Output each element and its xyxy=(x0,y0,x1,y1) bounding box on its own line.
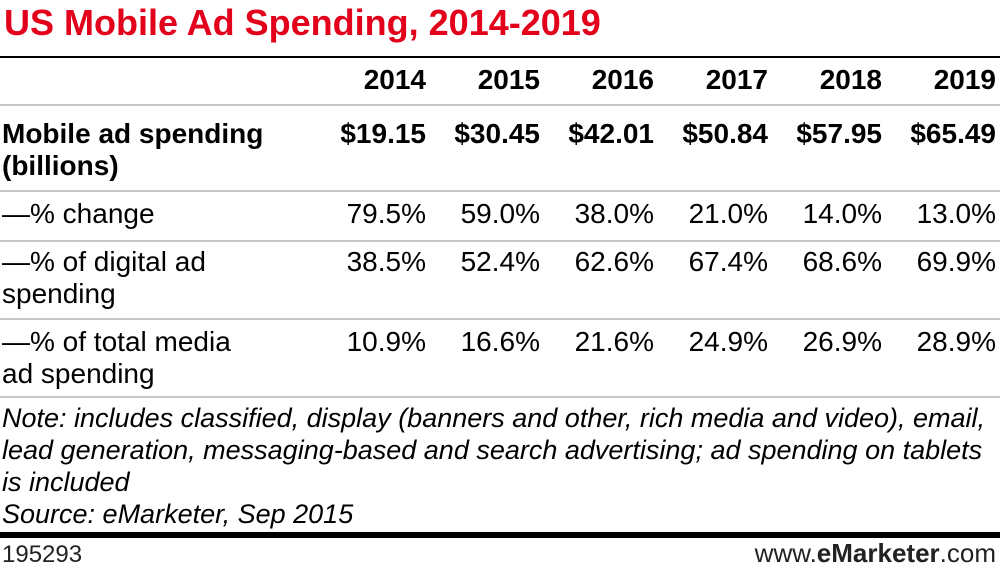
table-source: Source: eMarketer, Sep 2015 xyxy=(2,499,354,529)
data-cell: 14.0% xyxy=(802,198,882,229)
site-prefix: www. xyxy=(754,538,817,568)
data-cell: 38.0% xyxy=(574,198,654,229)
column-header-0: 2014 xyxy=(363,64,426,95)
top-rule xyxy=(0,56,1000,58)
table-row: —% of total media ad spending 10.9% 16.6% 2… xyxy=(0,326,1000,396)
column-header-3: 2017 xyxy=(705,64,768,95)
data-cell: 38.5% xyxy=(346,246,426,277)
header-divider xyxy=(0,104,1000,106)
row-label: —% change xyxy=(2,198,155,229)
row-divider xyxy=(0,318,1000,320)
data-cell: 24.9% xyxy=(688,326,768,357)
chart-id: 195293 xyxy=(2,541,83,568)
data-cell: $19.15 xyxy=(340,118,426,149)
row-label: —% of total media ad spending xyxy=(2,326,231,389)
data-cell: $65.49 xyxy=(910,118,996,149)
data-cell: 26.9% xyxy=(802,326,882,357)
chart-title: US Mobile Ad Spending, 2014-2019 xyxy=(4,2,601,43)
column-header-4: 2018 xyxy=(819,64,882,95)
data-cell: 68.6% xyxy=(802,246,882,277)
data-cell: 59.0% xyxy=(460,198,540,229)
data-cell: 28.9% xyxy=(916,326,996,357)
column-header-1: 2015 xyxy=(477,64,540,95)
table-row: —% change 79.5% 59.0% 38.0% 21.0% 14.0% 13.0% xyxy=(0,198,1000,238)
table-row: Mobile ad spending (billions) $19.15 $30.4… xyxy=(0,118,1000,188)
table-bottom-divider xyxy=(0,396,1000,398)
site-suffix: .com xyxy=(939,538,996,568)
table-header: 2014 2015 2016 2017 2018 2019 xyxy=(0,58,1000,102)
data-cell: 62.6% xyxy=(574,246,654,277)
data-cell: $30.45 xyxy=(454,118,540,149)
data-cell: 10.9% xyxy=(346,326,426,357)
column-header-5: 2019 xyxy=(933,64,996,95)
data-cell: 21.6% xyxy=(574,326,654,357)
footer-rule xyxy=(0,532,1000,538)
data-cell: $50.84 xyxy=(682,118,768,149)
row-divider xyxy=(0,240,1000,242)
data-cell: $42.01 xyxy=(568,118,654,149)
table-row: —% of digital ad spending 38.5% 52.4% 62.6%… xyxy=(0,246,1000,316)
data-cell: 79.5% xyxy=(346,198,426,229)
table-note: Note: includes classified, display (bann… xyxy=(2,403,986,497)
row-divider xyxy=(0,190,1000,192)
column-header-2: 2016 xyxy=(591,64,654,95)
data-cell: 69.9% xyxy=(916,246,996,277)
data-cell: $57.95 xyxy=(796,118,882,149)
data-cell: 52.4% xyxy=(460,246,540,277)
site-credit: www.eMarketer.com xyxy=(755,540,996,566)
data-cell: 16.6% xyxy=(460,326,540,357)
site-brand: eMarketer xyxy=(816,538,940,568)
data-cell: 13.0% xyxy=(916,198,996,229)
data-cell: 67.4% xyxy=(688,246,768,277)
row-label: Mobile ad spending (billions) xyxy=(2,118,264,181)
row-label: —% of digital ad spending xyxy=(2,246,206,309)
data-cell: 21.0% xyxy=(688,198,768,229)
